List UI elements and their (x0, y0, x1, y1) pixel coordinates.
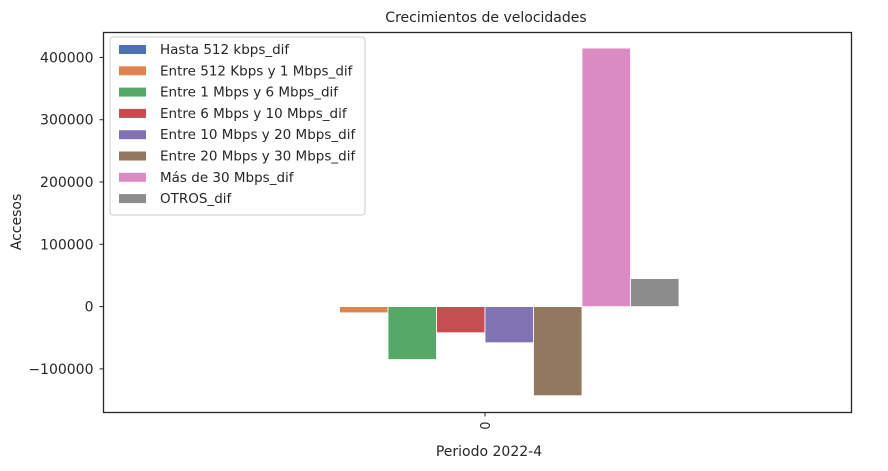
x-tick-label: 0 (479, 422, 494, 430)
bar-1 (290, 306, 340, 308)
legend-swatch (119, 172, 146, 182)
legend-swatch (119, 151, 146, 161)
bar-3 (387, 306, 437, 360)
legend-label: Entre 20 Mbps y 30 Mbps_dif (160, 149, 356, 165)
legend-label: Más de 30 Mbps_dif (160, 170, 295, 186)
y-tick-label: 200000 (40, 175, 93, 191)
legend-swatch (119, 66, 146, 76)
y-tick-label: 100000 (40, 237, 93, 253)
legend-label: OTROS_dif (160, 191, 233, 207)
legend-frame (109, 36, 366, 216)
y-axis-label: Accesos (9, 194, 25, 251)
legend-label: Hasta 512 kbps_dif (160, 42, 290, 58)
y-tick-label: 0 (85, 300, 94, 316)
legend-swatch (119, 194, 146, 204)
chart-title: Crecimientos de velocidades (385, 10, 586, 26)
legend-swatch (119, 130, 146, 140)
x-axis-label: Periodo 2022-4 (436, 444, 542, 460)
y-tick-label: 400000 (40, 50, 93, 66)
legend-label: Entre 512 Kbps y 1 Mbps_dif (160, 63, 354, 79)
bar-7 (581, 47, 631, 307)
bar-5 (484, 306, 534, 344)
legend-label: Entre 10 Mbps y 20 Mbps_dif (160, 127, 356, 143)
bars-group (290, 47, 680, 397)
bar-8 (630, 278, 680, 307)
legend: Hasta 512 kbps_dif Entre 512 Kbps y 1 Mbp… (109, 36, 366, 216)
legend-label: Entre 6 Mbps y 10 Mbps_dif (160, 106, 348, 122)
legend-swatch (119, 108, 146, 118)
y-ticks-group: −100000 0 100000 200000 300000 400000 (28, 50, 104, 378)
bar-6 (533, 306, 583, 397)
legend-swatch (119, 87, 146, 97)
legend-label: Entre 1 Mbps y 6 Mbps_dif (160, 85, 339, 101)
y-tick-label: 300000 (40, 113, 93, 129)
bar-4 (436, 306, 486, 334)
bar-2 (339, 306, 389, 314)
y-tick-label: −100000 (28, 362, 93, 378)
plot-frame (102, 31, 853, 414)
x-ticks-group: 0 (479, 412, 494, 430)
legend-swatch (119, 45, 146, 54)
